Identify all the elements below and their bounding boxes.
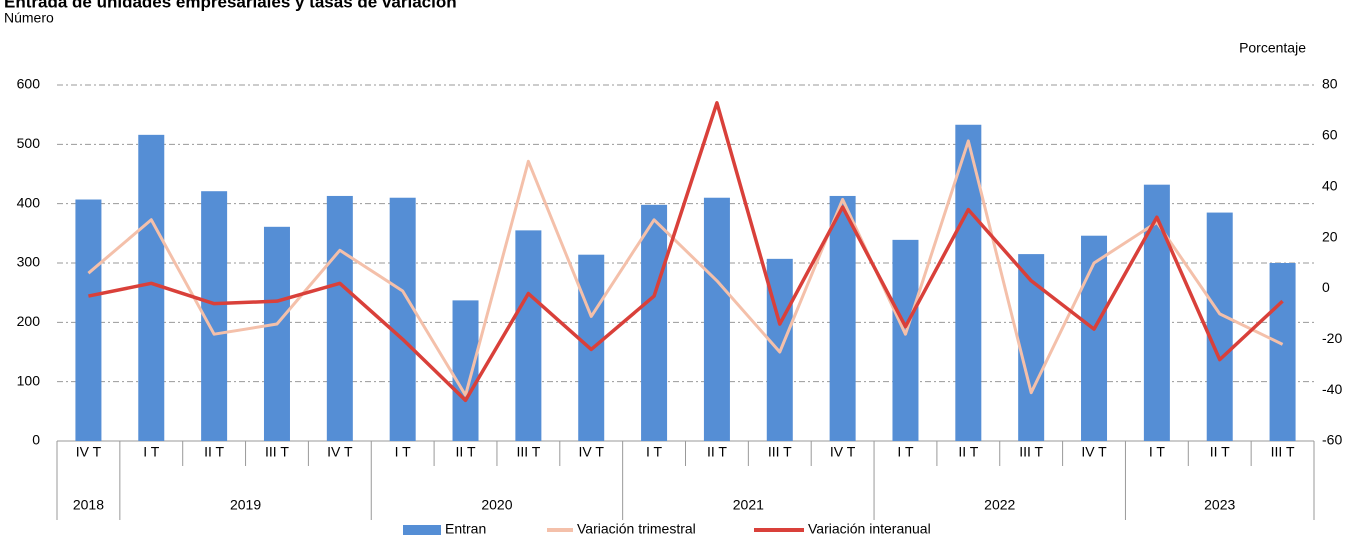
x-tick-label: IV T [579,444,605,460]
bar [75,199,102,441]
legend-label: Variación trimestral [577,521,696,537]
y-axis-label: Número [4,10,54,26]
year-label: 2022 [984,497,1015,513]
y2-tick-label: 40 [1322,177,1338,193]
x-tick-label: III T [516,444,540,460]
chart-title: Entrada de unidades empresariales y tasa… [4,0,457,11]
legend-label: Entran [445,521,486,537]
bar [829,195,856,441]
y2-tick-label: 80 [1322,76,1338,92]
x-tick-label: I T [143,444,160,460]
y2-tick-label: -60 [1322,432,1342,448]
x-tick-label: IV T [830,444,856,460]
x-tick-label: I T [1149,444,1166,460]
y2-tick-label: -20 [1322,330,1342,346]
x-tick-label: I T [395,444,412,460]
x-tick-label: IV T [327,444,353,460]
x-tick-label: I T [897,444,914,460]
bar [892,239,919,441]
legend-swatch [403,525,441,535]
line-series [88,101,1284,403]
y-tick-label: 500 [17,135,41,151]
x-tick-label: II T [707,444,727,460]
year-label: 2023 [1204,497,1235,513]
y2-tick-label: 60 [1322,127,1338,143]
y-tick-label: 400 [17,194,41,210]
bar [703,197,730,441]
x-tick-label: I T [646,444,663,460]
y-tick-label: 100 [17,372,41,388]
y-tick-label: 600 [17,76,41,92]
bar [1269,263,1296,441]
x-tick-label: III T [265,444,289,460]
y2-axis-label: Porcentaje [1239,40,1306,56]
x-tick-label: IV T [1081,444,1107,460]
bar [389,197,416,441]
legend-label: Variación interanual [808,521,931,537]
bar [515,230,542,441]
year-label: 2021 [733,497,764,513]
x-tick-label: II T [958,444,978,460]
x-tick-label: III T [768,444,792,460]
year-label: 2019 [230,497,261,513]
bar [641,204,668,441]
x-tick-label: III T [1019,444,1043,460]
y-tick-label: 0 [32,432,40,448]
bar [1206,212,1233,441]
bar [263,226,290,441]
bar [1081,235,1108,441]
y2-tick-label: 20 [1322,228,1338,244]
x-tick-label: II T [204,444,224,460]
line-series [87,139,1284,397]
bar [1018,254,1045,441]
x-tick-label: III T [1271,444,1295,460]
y2-tick-label: -40 [1322,381,1342,397]
year-label: 2020 [481,497,512,513]
bar [326,195,353,441]
x-tick-label: II T [1210,444,1230,460]
x-tick-label: IV T [76,444,102,460]
y-tick-label: 300 [17,254,41,270]
y2-tick-label: 0 [1322,279,1330,295]
x-tick-label: II T [456,444,476,460]
bar [452,300,479,441]
y-tick-label: 200 [17,313,41,329]
year-label: 2018 [73,497,104,513]
